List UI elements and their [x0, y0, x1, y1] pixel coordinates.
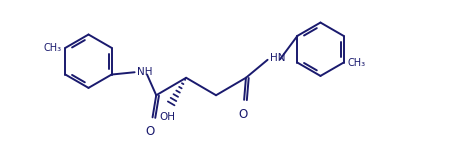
Text: O: O: [238, 108, 247, 121]
Text: CH₃: CH₃: [347, 58, 365, 68]
Text: NH: NH: [137, 67, 153, 77]
Text: HN: HN: [270, 53, 286, 63]
Text: O: O: [145, 125, 154, 138]
Text: OH: OH: [160, 112, 176, 122]
Text: CH₃: CH₃: [44, 43, 62, 53]
